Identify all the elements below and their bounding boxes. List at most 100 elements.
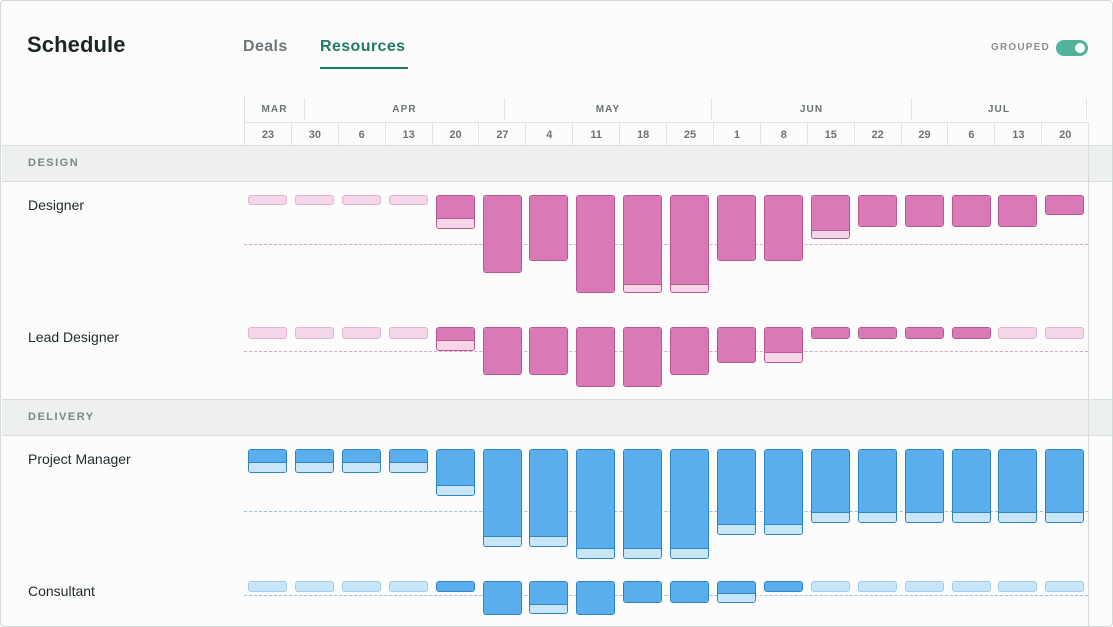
week-label: 23: [245, 122, 292, 146]
group-header-delivery[interactable]: DELIVERY: [2, 399, 1112, 436]
allocation-bar[interactable]: [1045, 195, 1085, 215]
booked-segment: [483, 196, 521, 272]
role-label-consultant: Consultant: [28, 583, 95, 599]
booked-segment: [295, 450, 333, 462]
allocation-bar[interactable]: [670, 195, 710, 293]
allocation-bar[interactable]: [904, 327, 944, 339]
allocation-bar[interactable]: [388, 327, 428, 339]
week-label: 27: [479, 122, 527, 146]
allocation-bar[interactable]: [998, 327, 1038, 339]
allocation-bar[interactable]: [904, 195, 944, 227]
week-label: 20: [432, 122, 480, 146]
allocation-bar[interactable]: [810, 449, 850, 523]
grouped-toggle[interactable]: [1056, 40, 1088, 56]
allocation-bar[interactable]: [810, 327, 850, 339]
allocation-bar[interactable]: [294, 581, 334, 592]
allocation-bar[interactable]: [670, 449, 710, 559]
allocation-bar[interactable]: [857, 449, 897, 523]
allocation-bar[interactable]: [482, 449, 522, 547]
booked-segment: [952, 328, 990, 338]
allocation-bar[interactable]: [1045, 327, 1085, 339]
group-header-design[interactable]: DESIGN: [2, 145, 1112, 182]
booked-segment: [858, 328, 896, 338]
allocation-bar[interactable]: [341, 195, 381, 205]
tentative-segment: [671, 548, 709, 558]
allocation-bar[interactable]: [529, 581, 569, 614]
booked-segment: [858, 196, 896, 226]
allocation-bar[interactable]: [623, 195, 663, 293]
booked-segment: [483, 582, 521, 614]
allocation-bar[interactable]: [341, 449, 381, 473]
allocation-bar[interactable]: [388, 195, 428, 205]
week-label: 29: [901, 122, 949, 146]
allocation-bar[interactable]: [904, 449, 944, 523]
allocation-bar[interactable]: [388, 581, 428, 592]
allocation-bar[interactable]: [248, 327, 287, 339]
allocation-bar[interactable]: [670, 581, 710, 603]
allocation-bar[interactable]: [248, 195, 287, 205]
allocation-bar[interactable]: [482, 195, 522, 273]
allocation-bar[interactable]: [998, 449, 1038, 523]
allocation-bar[interactable]: [482, 327, 522, 375]
allocation-bar[interactable]: [810, 195, 850, 239]
allocation-bar[interactable]: [857, 581, 897, 592]
allocation-bar[interactable]: [951, 195, 991, 227]
allocation-bar[interactable]: [482, 581, 522, 615]
allocation-bar[interactable]: [857, 327, 897, 339]
allocation-bar[interactable]: [857, 195, 897, 227]
allocation-bar[interactable]: [529, 195, 569, 261]
booked-segment: [577, 196, 615, 292]
allocation-bar[interactable]: [623, 327, 663, 387]
allocation-bar[interactable]: [998, 195, 1038, 227]
allocation-bar[interactable]: [717, 581, 756, 603]
allocation-bar[interactable]: [1045, 449, 1085, 523]
allocation-bar[interactable]: [294, 327, 334, 339]
allocation-bar[interactable]: [294, 449, 334, 473]
allocation-bar[interactable]: [341, 327, 381, 339]
role-label-lead-designer: Lead Designer: [28, 329, 120, 345]
allocation-bar[interactable]: [763, 327, 803, 363]
tentative-segment: [1046, 512, 1084, 522]
allocation-bar[interactable]: [576, 449, 616, 559]
allocation-bar[interactable]: [435, 449, 475, 496]
allocation-bar[interactable]: [576, 327, 616, 387]
allocation-bar[interactable]: [763, 449, 803, 535]
allocation-bar[interactable]: [717, 327, 756, 363]
tab-resources[interactable]: Resources: [320, 38, 406, 55]
allocation-bar[interactable]: [623, 581, 663, 603]
role-label-designer: Designer: [28, 197, 85, 213]
allocation-bar[interactable]: [341, 581, 381, 592]
allocation-bar[interactable]: [576, 581, 616, 615]
booked-segment: [718, 196, 755, 260]
allocation-bar[interactable]: [670, 327, 710, 375]
allocation-bar[interactable]: [763, 581, 803, 592]
allocation-bar[interactable]: [951, 327, 991, 339]
allocation-bar[interactable]: [294, 195, 334, 205]
allocation-bar[interactable]: [717, 195, 756, 261]
allocation-bar[interactable]: [388, 449, 428, 473]
allocation-bar[interactable]: [763, 195, 803, 261]
allocation-bar[interactable]: [248, 449, 287, 473]
booked-segment: [671, 196, 709, 284]
allocation-bar[interactable]: [435, 581, 475, 592]
group-label: DESIGN: [28, 157, 80, 169]
tab-deals[interactable]: Deals: [243, 38, 288, 55]
allocation-bar[interactable]: [951, 581, 991, 592]
allocation-bar[interactable]: [529, 327, 569, 375]
allocation-bar[interactable]: [717, 449, 756, 535]
allocation-bar[interactable]: [904, 581, 944, 592]
allocation-bar[interactable]: [248, 581, 287, 592]
allocation-bar[interactable]: [623, 449, 663, 559]
allocation-bar[interactable]: [810, 581, 850, 592]
allocation-bar[interactable]: [576, 195, 616, 293]
allocation-bar[interactable]: [998, 581, 1038, 592]
allocation-bar[interactable]: [1045, 581, 1085, 592]
timeline-header: [244, 97, 1087, 146]
tentative-segment: [389, 462, 427, 472]
allocation-bar[interactable]: [435, 327, 475, 351]
allocation-bar[interactable]: [951, 449, 991, 523]
allocation-bar[interactable]: [435, 195, 475, 229]
tentative-segment: [811, 230, 849, 238]
booked-segment: [718, 450, 755, 524]
allocation-bar[interactable]: [529, 449, 569, 547]
